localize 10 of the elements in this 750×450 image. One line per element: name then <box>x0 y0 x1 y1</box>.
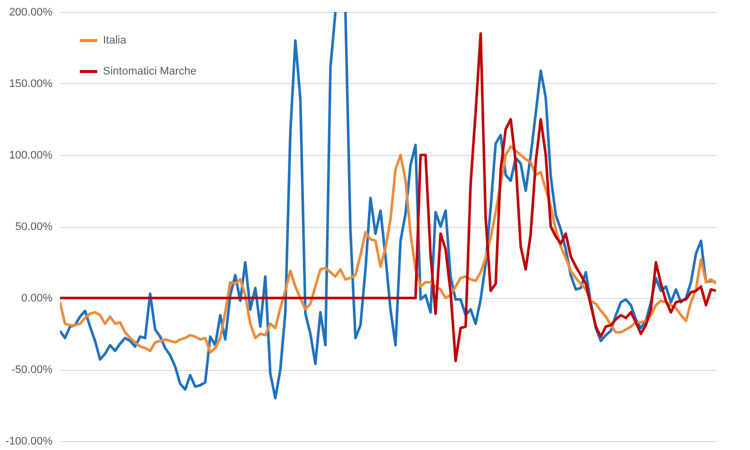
y-tick-label: 50.00% <box>15 221 53 233</box>
legend-label: Sintomatici Marche <box>103 66 197 78</box>
y-tick-label: -50.00% <box>12 364 53 376</box>
y-tick-label: 100.00% <box>9 150 53 162</box>
line-series <box>60 145 716 354</box>
y-tick-label: 0.00% <box>21 292 53 304</box>
legend-label: Italia <box>103 34 128 46</box>
y-tick-label: 150.00% <box>9 78 53 90</box>
y-tick-label: -100.00% <box>5 436 53 448</box>
y-tick-label: 200.00% <box>9 6 53 18</box>
